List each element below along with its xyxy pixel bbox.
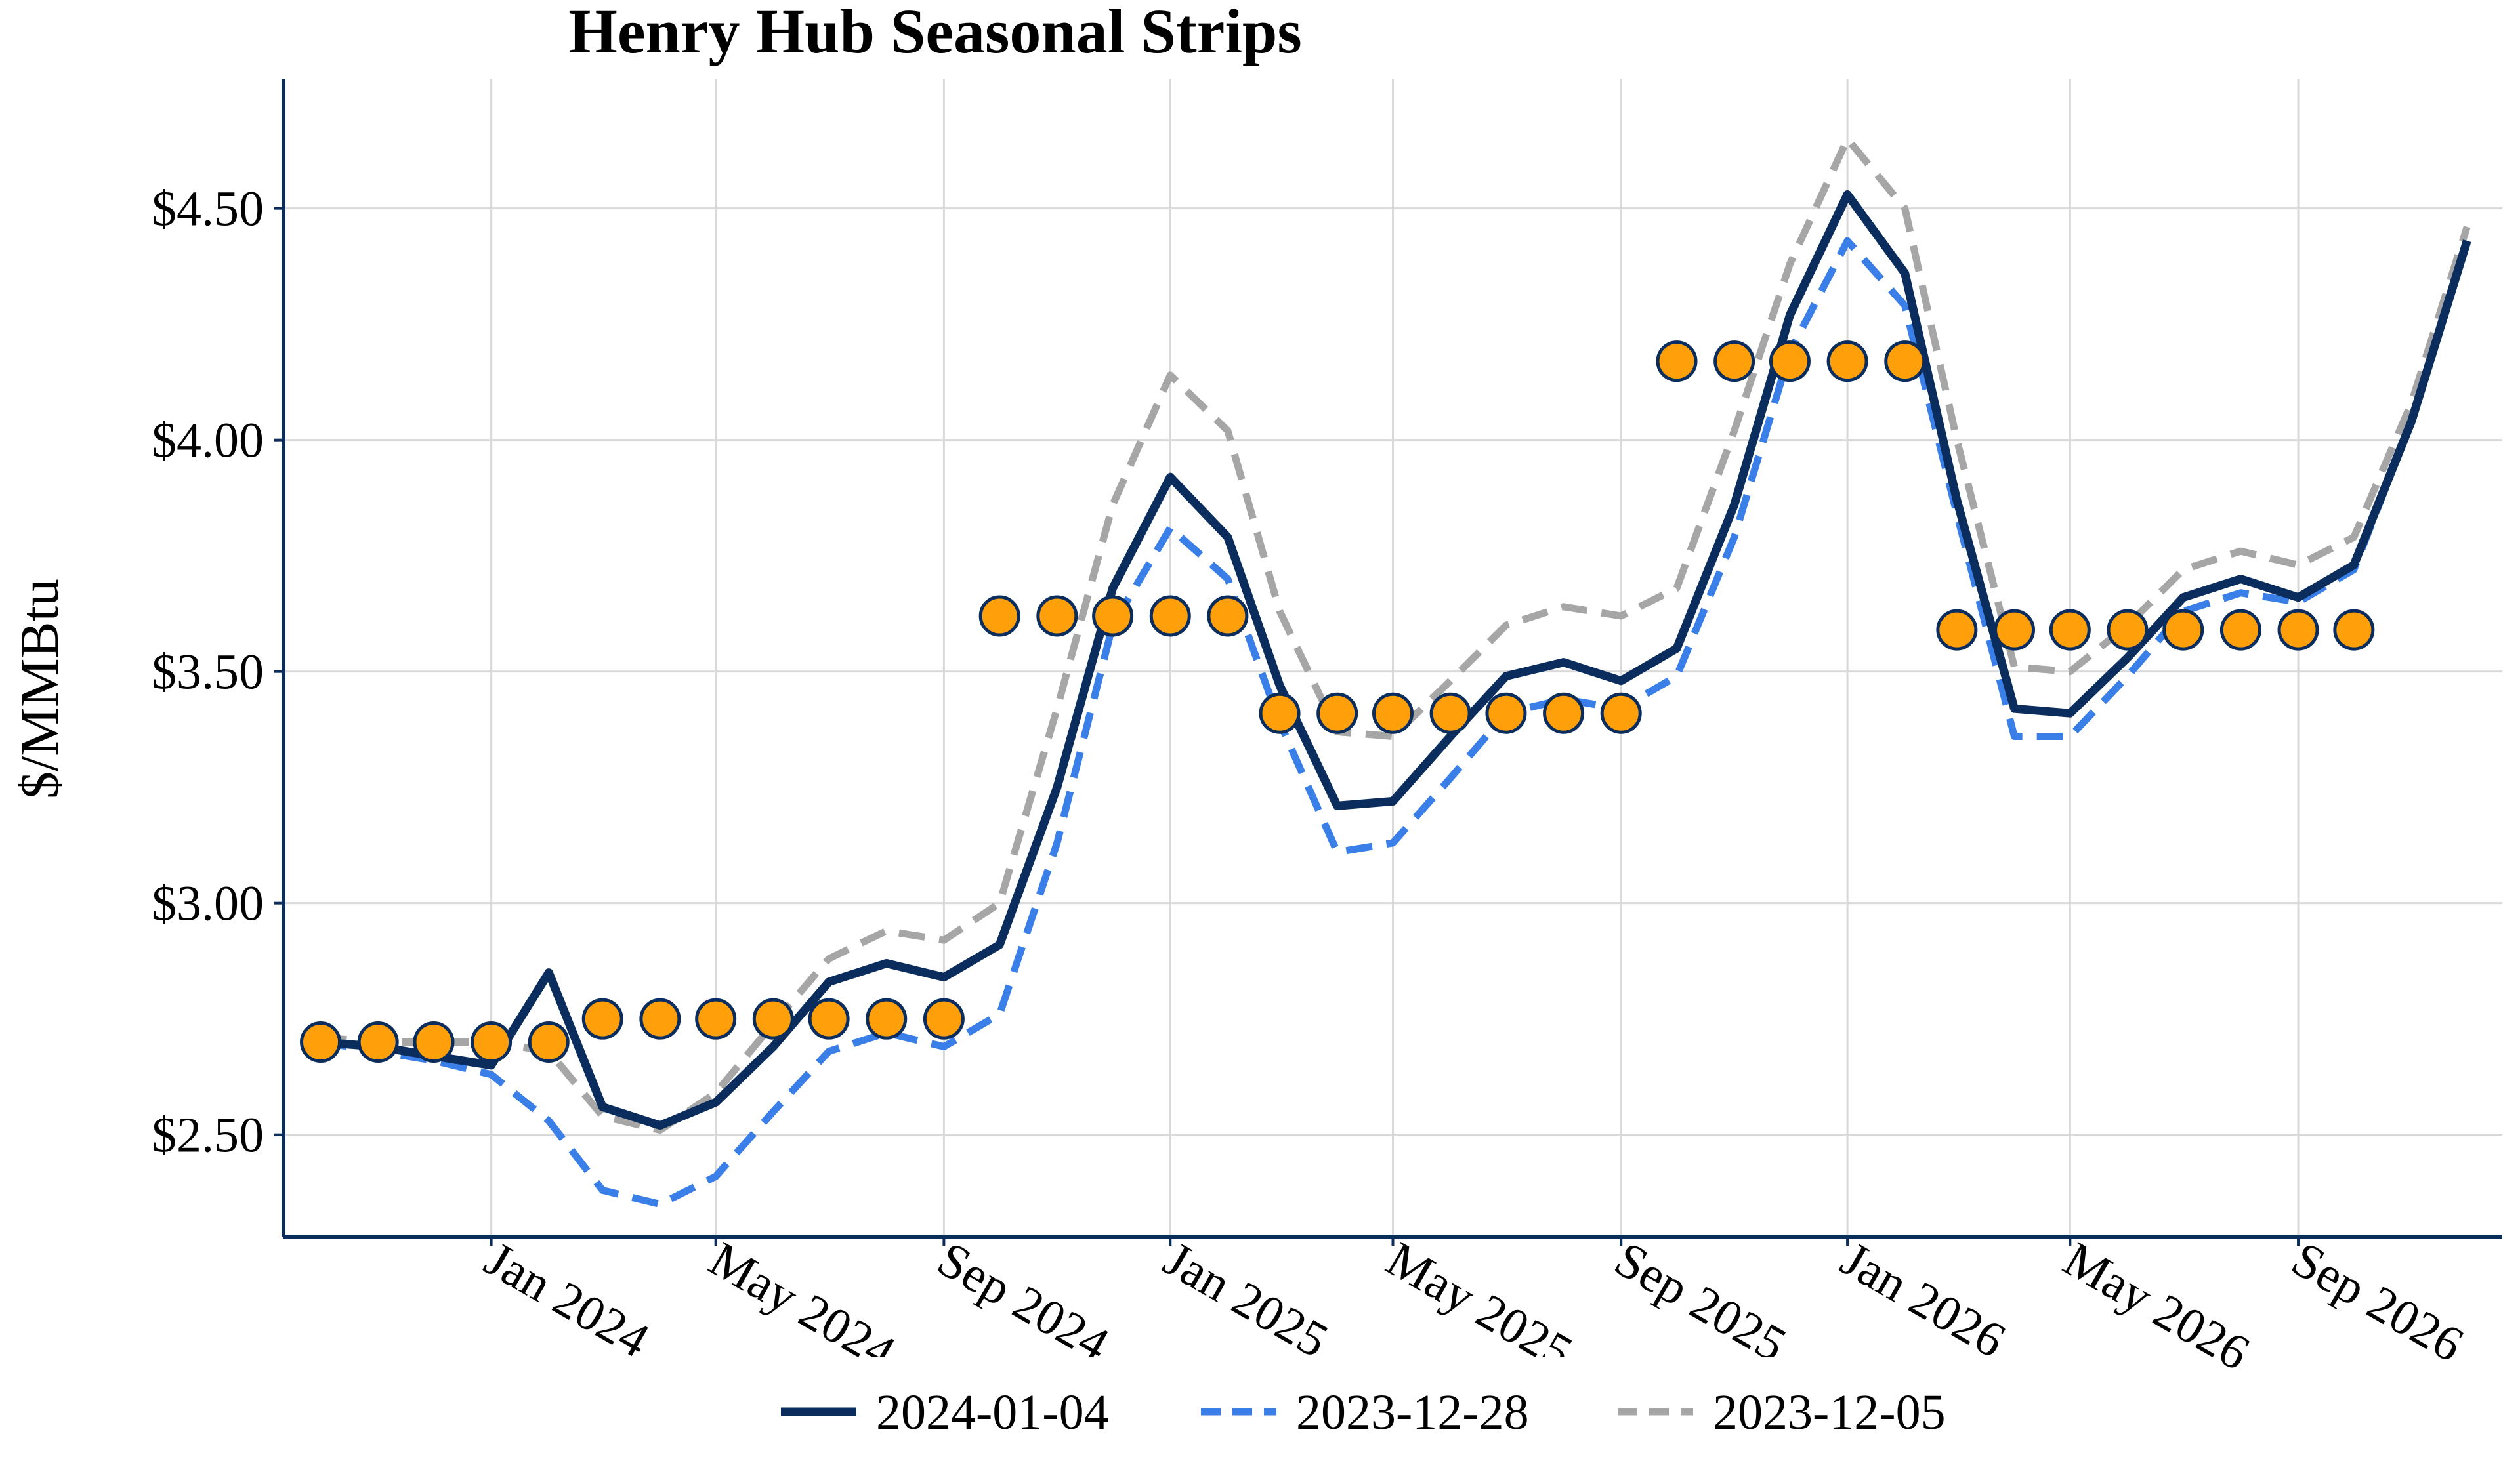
chart-title: Henry Hub Seasonal Strips [568,0,1302,66]
strip-marker [2049,609,2091,651]
strip-marker [978,595,1020,637]
strip-marker [1656,340,1698,382]
y-axis-label: $/MMBtu [9,579,70,799]
strip-marker [2277,609,2319,651]
strip-marker [1769,340,1811,382]
strip-marker [1429,692,1471,734]
strip-marker [1259,692,1301,734]
seasonal-strip-markers [300,340,2375,1063]
series-lines [320,135,2471,1208]
y-tick-label: $2.50 [152,1108,264,1163]
strip-marker [2162,609,2204,651]
strip-marker [1207,595,1249,637]
strip-marker [528,1021,570,1063]
strip-marker [639,998,681,1040]
strip-marker [2107,609,2149,651]
strip-marker [923,998,965,1040]
axes [282,79,2502,1239]
strip-marker [413,1021,455,1063]
strip-marker [1600,692,1642,734]
grid-lines [284,79,2502,1237]
strip-marker [581,998,623,1040]
strip-marker [1936,609,1978,651]
y-tick-label: $3.00 [152,876,264,932]
strip-marker [1543,692,1585,734]
strip-marker [695,998,737,1040]
series-line [320,237,2471,1208]
strip-marker [471,1021,513,1063]
strip-marker [1485,692,1527,734]
strip-marker [1372,692,1414,734]
strip-marker [1994,609,2036,651]
legend-label: 2024-01-04 [876,1385,1109,1440]
strip-marker [866,998,908,1040]
series-line [320,190,2471,1130]
y-tick-label: $4.50 [152,182,264,237]
legend-label: 2023-12-28 [1296,1385,1529,1440]
strip-marker [2219,609,2261,651]
y-tick-label: $4.00 [152,413,264,468]
strip-marker [752,998,794,1040]
strip-marker [1884,340,1926,382]
strip-marker [1713,340,1755,382]
strip-marker [1092,595,1134,637]
strip-marker [1149,595,1191,637]
strip-marker [300,1021,342,1063]
legend-background [755,1357,2061,1480]
strip-marker [1036,595,1078,637]
strip-marker [357,1021,399,1063]
strip-marker [2333,609,2375,651]
legend-label: 2023-12-05 [1713,1385,1946,1440]
strip-marker [1826,340,1868,382]
y-tick-label: $3.50 [152,645,264,700]
strip-marker [808,998,850,1040]
legend: 2024-01-04 2023-12-28 2023-12-05 [755,1357,2061,1480]
series-line [320,135,2471,1134]
strip-marker [1316,692,1358,734]
